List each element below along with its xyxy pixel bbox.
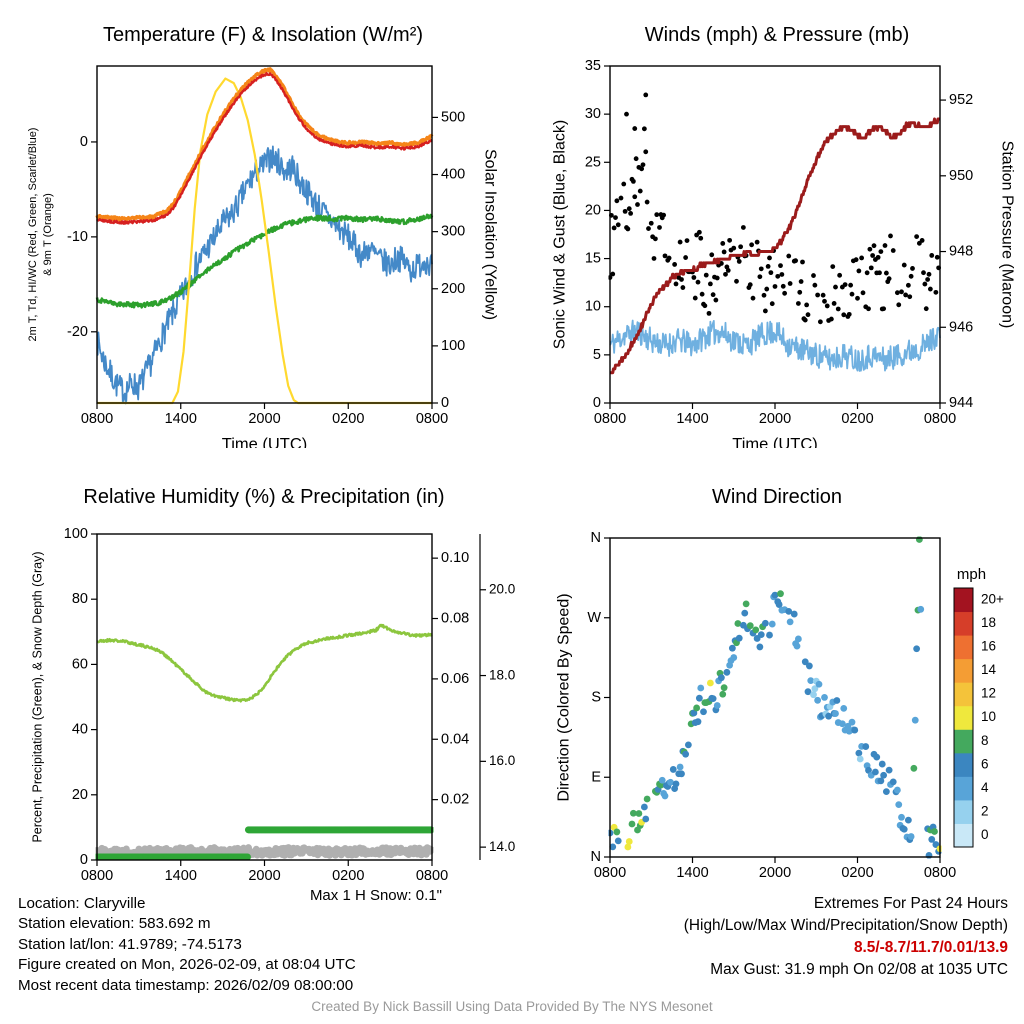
- max-gust: Max Gust: 31.9 mph On 02/08 at 1035 UTC: [710, 961, 1008, 978]
- temperature-insolation-plot: [14, 48, 512, 448]
- station-location: Location: Claryville: [18, 895, 146, 912]
- station-elevation: Station elevation: 583.692 m: [18, 915, 211, 933]
- extremes-values: 8.5/-8.7/11.7/0.01/13.9: [853, 939, 1008, 956]
- station-info: Location: Claryville Station elevation: …: [18, 894, 356, 996]
- data-timestamp: Most recent data timestamp: 2026/02/09 0…: [18, 976, 354, 994]
- winds-chart-title: Winds (mph) & Pressure (mb): [644, 24, 910, 46]
- extremes-title: Extremes For Past 24 Hours: [813, 895, 1008, 912]
- station-latlon: Station lat/lon: 41.9789; -74.5173: [18, 935, 242, 953]
- humidity-precipitation-plot: [14, 510, 536, 910]
- winds-pressure-plot: [530, 48, 1024, 448]
- figure-created: Figure created on Mon, 2026-02-09, at 08…: [18, 956, 356, 974]
- extremes-subtitle: (High/Low/Max Wind/Precipitation/Snow De…: [683, 917, 1008, 934]
- max-snow-note: Max 1 H Snow: 0.1": [309, 887, 442, 904]
- wind-direction-chart-title: Wind Direction: [711, 486, 843, 508]
- extremes-block: Extremes For Past 24 Hours (High/Low/Max…: [684, 893, 1008, 981]
- credit-line: Created By Nick Bassill Using Data Provi…: [311, 999, 713, 1014]
- wind-direction-plot: [530, 510, 1024, 910]
- temperature-chart-title: Temperature (F) & Insolation (W/m²): [102, 24, 424, 46]
- humidity-chart-title: Relative Humidity (%) & Precipitation (i…: [83, 486, 445, 508]
